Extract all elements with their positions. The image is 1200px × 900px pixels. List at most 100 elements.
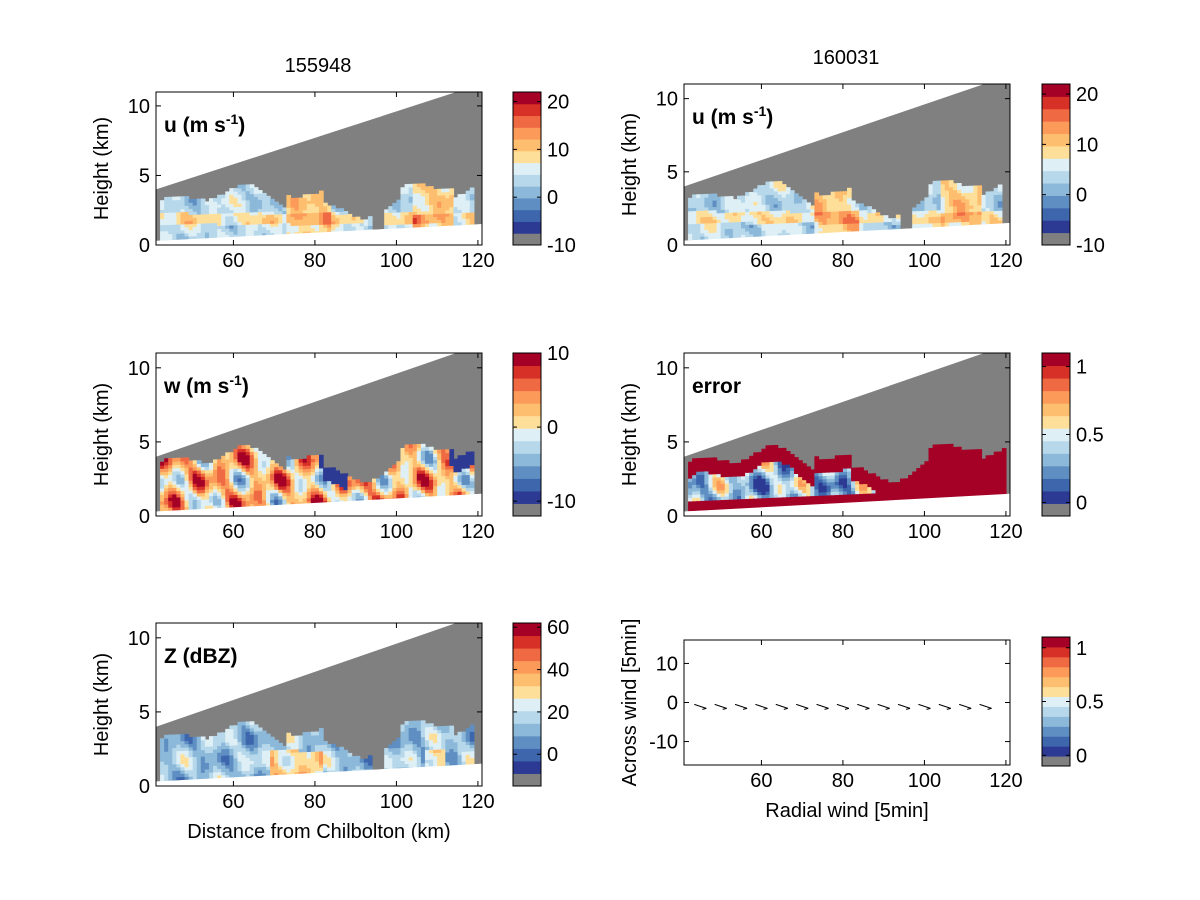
data-cell <box>237 209 243 213</box>
data-cell <box>363 488 369 493</box>
colorbar-swatch <box>1042 145 1070 159</box>
data-cell <box>408 727 414 732</box>
data-cell <box>449 468 455 473</box>
data-cell <box>323 208 328 213</box>
data-cell <box>229 194 235 198</box>
data-cell <box>785 187 791 192</box>
data-cell <box>940 206 946 211</box>
data-cell <box>977 478 983 483</box>
data-cell <box>449 471 455 476</box>
data-cell <box>412 444 418 449</box>
data-cell <box>867 206 873 211</box>
data-cell <box>433 755 438 760</box>
data-cell <box>286 742 292 747</box>
data-cell <box>188 226 194 231</box>
data-cell <box>781 219 787 224</box>
data-cell <box>400 474 406 478</box>
data-cell <box>404 464 410 468</box>
data-cell <box>310 497 316 502</box>
data-cell <box>302 206 308 211</box>
data-cell <box>879 485 885 490</box>
data-cell <box>420 183 426 188</box>
data-cell <box>233 221 239 226</box>
data-cell <box>298 465 304 470</box>
data-cell <box>769 484 775 489</box>
data-cell <box>789 493 795 498</box>
data-cell <box>424 450 430 455</box>
data-cell <box>981 198 987 202</box>
data-cell <box>461 193 467 198</box>
data-cell <box>957 183 962 187</box>
data-cell <box>924 210 930 215</box>
data-cell <box>314 218 320 222</box>
data-cell <box>802 495 807 500</box>
data-cell <box>936 454 942 459</box>
colorbar-swatch <box>513 478 541 492</box>
data-cell <box>249 734 255 739</box>
data-cell <box>314 454 320 459</box>
data-cell <box>188 202 194 206</box>
data-cell <box>274 762 279 767</box>
data-cell <box>294 494 300 499</box>
data-cell <box>217 495 222 499</box>
data-cell <box>433 492 438 497</box>
data-cell <box>420 223 426 227</box>
data-cell <box>172 763 177 768</box>
data-cell <box>257 743 263 748</box>
data-cell <box>437 219 442 224</box>
data-cell <box>961 198 966 203</box>
data-cell <box>319 196 324 201</box>
data-cell <box>408 220 414 225</box>
data-cell <box>249 205 255 210</box>
data-cell <box>229 764 235 769</box>
data-cell <box>745 198 750 203</box>
data-cell <box>261 766 267 771</box>
data-cell <box>213 492 218 496</box>
data-cell <box>400 196 406 201</box>
data-cell <box>867 219 873 223</box>
data-cell <box>294 206 300 211</box>
data-cell <box>404 747 410 752</box>
data-cell <box>266 205 271 209</box>
data-cell <box>952 472 958 477</box>
data-cell <box>465 209 471 213</box>
data-cell <box>347 492 353 497</box>
data-cell <box>172 464 177 469</box>
data-cell <box>245 202 251 207</box>
data-cell <box>408 486 414 491</box>
data-cell <box>753 211 758 215</box>
data-cell <box>302 741 308 746</box>
data-cell <box>241 445 247 449</box>
data-cell <box>343 226 349 230</box>
data-cell <box>826 481 832 486</box>
data-cell <box>213 225 218 230</box>
data-cell <box>208 207 214 212</box>
data-cell <box>952 196 958 200</box>
data-cell <box>826 224 832 228</box>
data-cell <box>465 212 471 216</box>
data-cell <box>969 211 974 216</box>
data-cell <box>834 471 840 476</box>
data-cell <box>753 488 758 493</box>
data-cell <box>724 502 730 507</box>
data-cell <box>753 214 758 219</box>
data-cell <box>469 196 475 201</box>
data-cell <box>404 473 410 478</box>
data-cell <box>241 454 247 459</box>
data-cell <box>168 236 173 241</box>
data-cell <box>429 222 434 227</box>
data-cell <box>302 471 308 476</box>
data-cell <box>347 752 353 757</box>
data-cell <box>294 761 300 766</box>
data-cell <box>781 493 787 498</box>
data-cell <box>445 485 450 490</box>
data-cell <box>704 483 710 488</box>
data-cell <box>302 200 308 205</box>
data-cell <box>981 214 987 218</box>
data-cell <box>290 200 296 205</box>
data-cell <box>286 498 292 503</box>
data-cell <box>306 741 312 746</box>
data-cell <box>412 192 418 197</box>
data-cell <box>392 754 398 759</box>
data-cell <box>327 217 332 222</box>
